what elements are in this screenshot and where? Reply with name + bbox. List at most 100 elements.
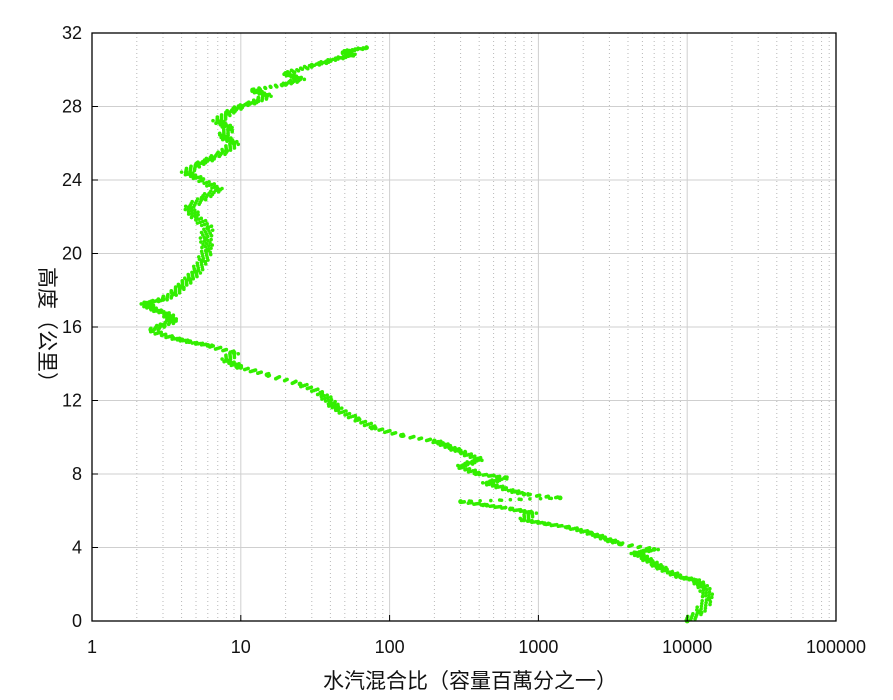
data-point-fill	[199, 249, 204, 254]
data-point-fill	[401, 432, 405, 437]
data-point-fill	[235, 139, 239, 144]
data-point-fill	[457, 447, 462, 451]
data-point-fill	[703, 603, 708, 608]
data-point-fill	[232, 105, 237, 109]
data-point-fill	[701, 591, 705, 596]
data-point-fill	[176, 282, 181, 287]
data-point-fill	[710, 592, 715, 597]
data-point-fill	[205, 247, 210, 251]
data-point-fill	[202, 227, 206, 232]
data-point-fill	[199, 223, 204, 228]
data-point	[651, 546, 657, 552]
data-point-fill	[239, 364, 244, 368]
data-point-fill	[492, 473, 496, 478]
data-point-fill	[388, 428, 392, 433]
data-point-fill	[154, 306, 158, 311]
data-point-fill	[638, 544, 643, 549]
data-point-fill	[224, 347, 229, 352]
data-point-fill	[704, 590, 709, 595]
data-point-fill	[707, 590, 712, 594]
data-point-fill	[309, 385, 314, 390]
data-point-fill	[315, 387, 320, 392]
data-point-fill	[158, 322, 163, 326]
data-point-fill	[159, 330, 164, 335]
data-point-fill	[659, 563, 663, 567]
data-point-fill	[707, 593, 711, 597]
data-point-fill	[211, 118, 215, 123]
data-point-fill	[630, 543, 634, 547]
data-point-fill	[219, 113, 224, 117]
data-point-fill	[166, 292, 170, 297]
data-point-fill	[190, 199, 194, 204]
data-point-fill	[238, 103, 243, 107]
data-point-fill	[180, 337, 185, 342]
data-point-fill	[186, 272, 191, 277]
data-point-fill	[201, 177, 206, 181]
data-point-fill	[595, 532, 600, 537]
data-point-fill	[530, 518, 534, 523]
data-point-fill	[476, 470, 481, 475]
data-point-fill	[546, 521, 551, 526]
data-point-fill	[536, 519, 540, 524]
data-point-fill	[209, 189, 213, 193]
data-point-fill	[183, 204, 188, 209]
data-point-fill	[706, 596, 711, 600]
data-point-fill	[575, 526, 579, 530]
x-tick-label: 100	[375, 637, 405, 657]
data-point-fill	[253, 368, 258, 372]
y-tick-label: 16	[62, 317, 82, 337]
data-point-fill	[259, 370, 264, 374]
data-point-fill	[703, 609, 707, 613]
data-point-fill	[171, 313, 176, 317]
data-point-fill	[697, 578, 702, 582]
data-point-fill	[480, 480, 485, 485]
data-point-fill	[288, 78, 293, 83]
data-point-fill	[192, 208, 197, 212]
data-point-fill	[222, 119, 226, 124]
data-point-fill	[204, 156, 209, 161]
data-point-fill	[167, 311, 171, 315]
data-point-fill	[329, 395, 333, 399]
data-point-fill	[199, 240, 203, 244]
data-point-fill	[208, 240, 212, 245]
data-point-fill	[664, 565, 668, 570]
data-point-fill	[183, 276, 187, 280]
data-point-fill	[357, 416, 361, 421]
data-point	[431, 438, 437, 444]
data-point-fill	[632, 550, 637, 555]
data-point-fill	[198, 236, 203, 240]
data-point-fill	[209, 246, 213, 251]
data-point-fill	[302, 64, 307, 69]
data-point-fill	[210, 243, 215, 247]
data-point-fill	[257, 86, 261, 90]
data-point-fill	[225, 108, 230, 113]
data-point-fill	[189, 164, 193, 169]
data-point-fill	[151, 303, 156, 308]
data-point-fill	[202, 222, 207, 227]
data-point-fill	[522, 508, 527, 513]
data-point-fill	[555, 522, 559, 527]
y-tick-label: 28	[62, 97, 82, 117]
data-point-fill	[189, 211, 194, 216]
data-point-fill	[210, 228, 215, 232]
data-points	[139, 45, 715, 624]
data-point-fill	[246, 366, 250, 371]
data-point-fill	[585, 529, 590, 533]
data-point-fill	[526, 492, 530, 496]
data-point-fill	[538, 496, 543, 501]
data-point-fill	[209, 154, 214, 158]
data-point-fill	[528, 497, 532, 501]
data-point-fill	[518, 507, 523, 512]
data-point-fill	[608, 537, 613, 541]
data-point-fill	[204, 342, 208, 347]
data-point-fill	[336, 55, 341, 59]
data-point-fill	[546, 494, 551, 499]
data-point-fill	[478, 498, 482, 503]
data-point-fill	[209, 224, 214, 228]
data-point-fill	[216, 150, 220, 154]
data-point-fill	[224, 144, 228, 148]
data-point-fill	[201, 242, 205, 247]
data-point-fill	[212, 182, 217, 186]
data-point-fill	[603, 535, 607, 539]
data-point-fill	[197, 255, 201, 259]
